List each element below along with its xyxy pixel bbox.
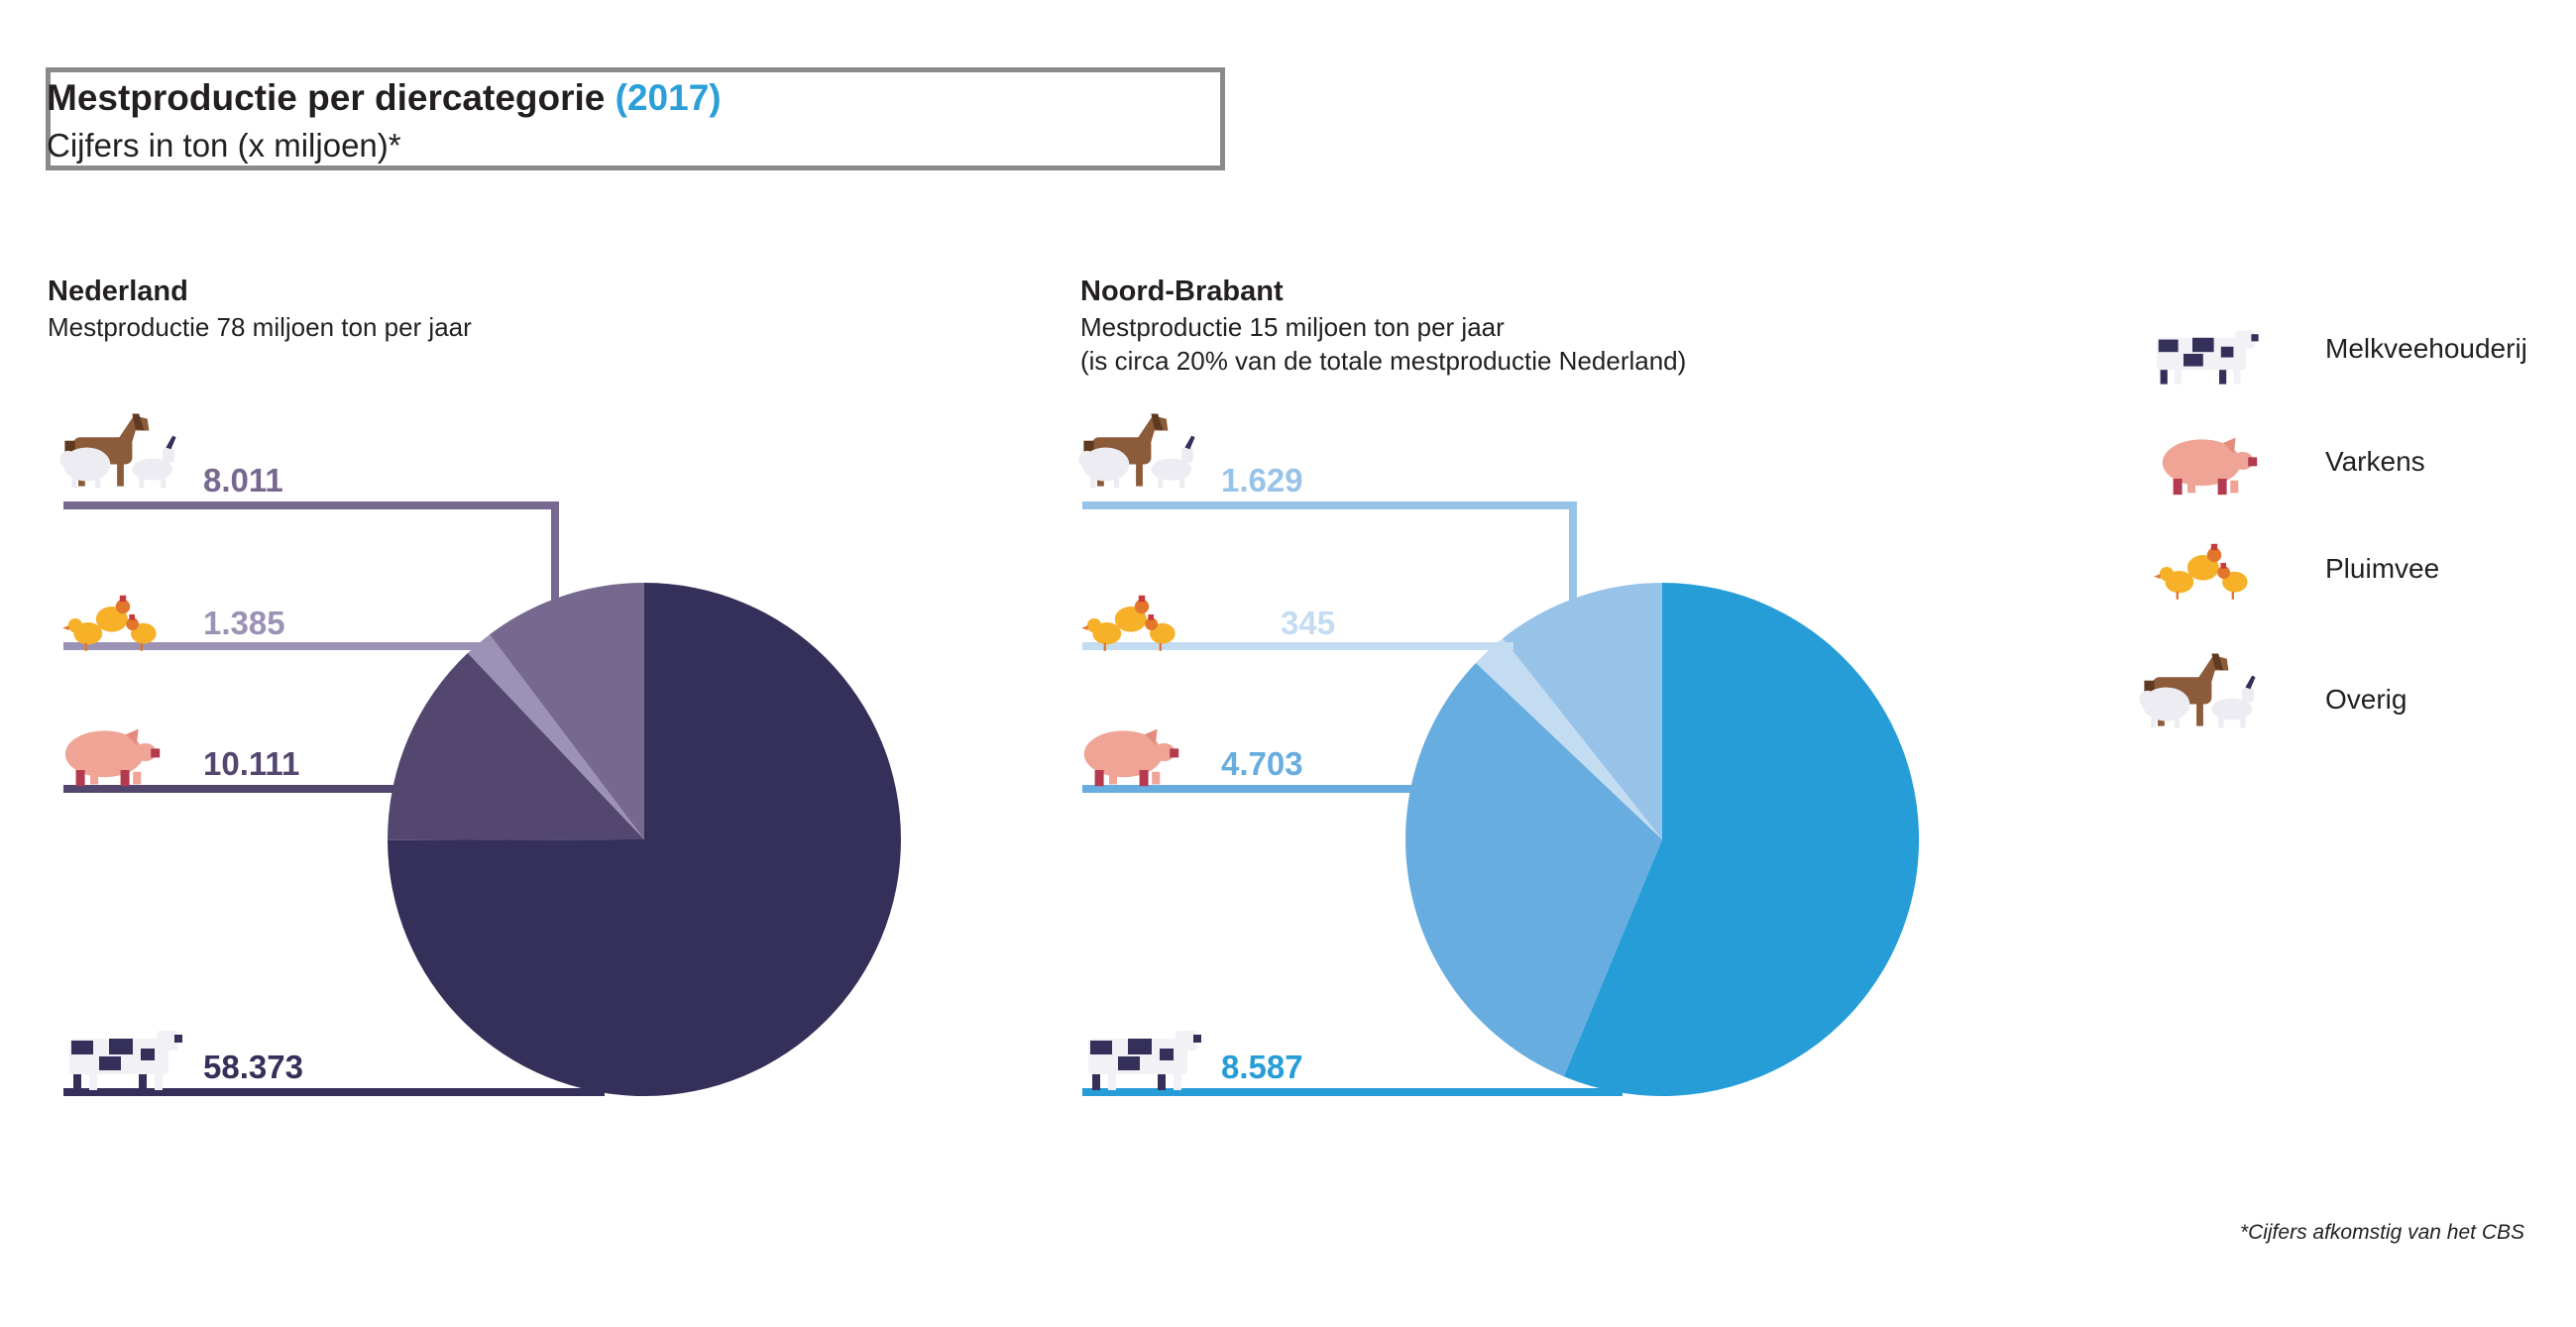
- value-label-pluimvee: 345: [1281, 605, 1335, 641]
- value-label-overig: 1.629: [1221, 462, 1303, 498]
- value-label-overig: 8.011: [203, 462, 283, 498]
- pie-slice-pluimvee: [467, 634, 644, 839]
- leader-line: [1082, 501, 1577, 602]
- horse-sheep-goat-icon: [1078, 413, 1195, 489]
- title-box: [46, 67, 1225, 170]
- section-title-noord-brabant: Noord-Brabant: [1080, 276, 1284, 307]
- horse-sheep-goat-icon: [59, 413, 176, 489]
- chickens-icon: [2154, 543, 2248, 600]
- legend-label-pluimvee: Pluimvee: [2325, 553, 2440, 584]
- pie-slice-overig: [490, 583, 644, 839]
- legend-label-melkveehouderij: Melkveehouderij: [2325, 333, 2527, 364]
- legend-label-overig: Overig: [2325, 684, 2408, 715]
- cow-icon: [1088, 1031, 1201, 1090]
- section-subtitle-line: Mestproductie 78 miljoen ton per jaar: [48, 312, 472, 342]
- horse-sheep-goat-icon: [2139, 653, 2256, 728]
- value-label-varkens: 4.703: [1221, 745, 1303, 782]
- pie-slice-varkens: [387, 652, 644, 840]
- footnote: *Cijfers afkomstig van het CBS: [2239, 1221, 2524, 1244]
- section-subtitle-line: Mestproductie 15 miljoen ton per jaar: [1080, 312, 1505, 342]
- value-label-varkens: 10.111: [203, 745, 299, 782]
- legend-label-varkens: Varkens: [2325, 446, 2425, 477]
- chart-title: Mestproductie per diercategorie (2017): [47, 77, 722, 118]
- chart-title-year: (2017): [615, 77, 722, 118]
- pie-slice-pluimvee: [1476, 638, 1662, 839]
- chart-subtitle: Cijfers in ton (x miljoen)*: [47, 127, 401, 164]
- pig-icon: [2162, 437, 2258, 496]
- value-label-melkveehouderij: 58.373: [203, 1049, 303, 1085]
- section-subtitle-noord-brabant: Mestproductie 15 miljoen ton per jaar (i…: [1080, 310, 1686, 378]
- section-title-nederland: Nederland: [48, 276, 188, 307]
- pie-slice-overig: [1503, 583, 1662, 839]
- value-label-melkveehouderij: 8.587: [1221, 1049, 1303, 1085]
- pie-slice-varkens: [1405, 662, 1662, 1077]
- leader-line: [63, 501, 559, 602]
- section-subtitle-line: (is circa 20% van de totale mestproducti…: [1080, 346, 1687, 376]
- cow-icon: [69, 1031, 182, 1090]
- pie-slice-melkveehouderij: [388, 583, 901, 1096]
- value-label-pluimvee: 1.385: [203, 605, 285, 641]
- section-subtitle-nederland: Mestproductie 78 miljoen ton per jaar: [48, 310, 472, 344]
- cow-icon: [2157, 330, 2259, 385]
- pig-icon: [1083, 728, 1179, 787]
- pig-icon: [64, 728, 161, 787]
- pie-slice-melkveehouderij: [1563, 582, 1920, 1096]
